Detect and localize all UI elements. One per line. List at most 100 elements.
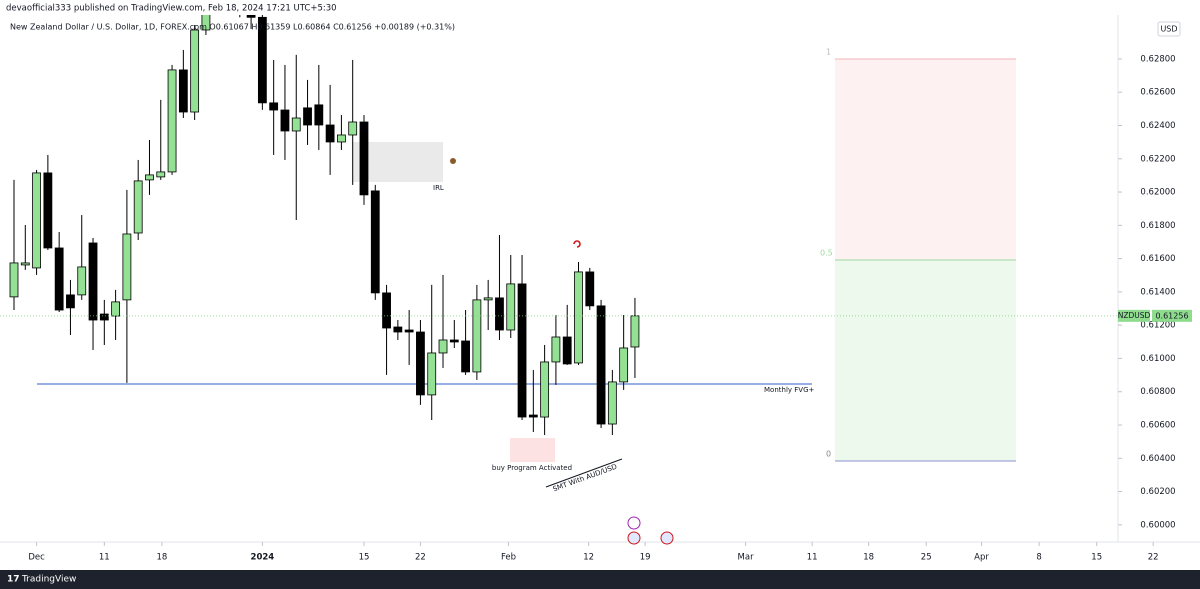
buy-box [510, 438, 555, 462]
candle-body [77, 266, 87, 296]
candle-body [630, 315, 640, 348]
candle-body [156, 171, 166, 178]
candle-body [257, 16, 267, 104]
candle-body [596, 305, 606, 425]
x-tick-label: Mar [738, 553, 755, 563]
candle-body [359, 121, 369, 196]
x-tick-label: 22 [415, 553, 426, 563]
candle-body [506, 283, 516, 331]
candle-body [122, 233, 132, 301]
x-tick-label: Apr [974, 553, 989, 563]
x-tick-label: 8 [1036, 553, 1041, 563]
event-icon [627, 516, 641, 530]
candle-body [99, 313, 109, 321]
footer-brand: TradingView [21, 575, 76, 585]
y-tick-label: 0.61200 [1140, 321, 1175, 331]
icon [573, 240, 581, 248]
x-tick-label: 25 [921, 553, 932, 563]
eye-icon [450, 158, 456, 164]
price-badge [1152, 309, 1192, 322]
x-tick-label: 18 [863, 553, 874, 563]
candle-body [54, 247, 64, 311]
x-tick-label: 2024 [251, 553, 275, 563]
y-tick-label: 0.61000 [1140, 354, 1175, 364]
fib-label: 1 [826, 48, 831, 57]
annotation: Monthly FVG+ [764, 386, 814, 394]
x-tick-label: 11 [99, 553, 110, 563]
fib-upper-zone [835, 59, 1016, 260]
x-tick-label: 11 [807, 553, 818, 563]
candle-body [585, 271, 595, 307]
candle-body [574, 271, 583, 364]
candle-body [619, 347, 629, 383]
x-tick-label: 12 [583, 553, 594, 563]
candle-body [416, 331, 425, 396]
x-tick-label: Feb [501, 553, 516, 563]
fib-label: 0 [826, 450, 831, 459]
symbol-label: NZDUSD [1118, 311, 1151, 320]
legend: New Zealand Dollar / U.S. Dollar, 1D, FO… [10, 23, 455, 32]
annotation: IRL [433, 184, 444, 192]
flag-icon [627, 531, 641, 545]
candle-body [291, 117, 301, 132]
publisher: devaofficial333 published on TradingView… [6, 4, 337, 14]
x-tick-label: 22 [1148, 553, 1159, 563]
currency-box [1157, 21, 1181, 37]
x-tick-label: 18 [156, 553, 167, 563]
candle-body [370, 190, 380, 294]
candle-body [314, 104, 324, 126]
candle-body [111, 301, 121, 317]
candle-body [246, 15, 256, 18]
logo: 17 [7, 575, 20, 585]
candle-body [427, 352, 437, 396]
currency: USD [1160, 25, 1177, 34]
candle-body [461, 340, 470, 373]
candle-body [66, 294, 75, 309]
candle-body [9, 262, 19, 298]
candle-body [269, 102, 279, 111]
candle-body [88, 242, 98, 321]
y-tick-label: 0.60200 [1140, 487, 1175, 497]
candle-body [280, 109, 290, 132]
candle-body [495, 297, 504, 331]
candle-body [348, 121, 358, 136]
y-tick-label: 0.61400 [1140, 287, 1175, 297]
fib-lower-zone [835, 260, 1016, 461]
candle-body [551, 336, 561, 363]
candle-body [337, 134, 346, 143]
plot-area [9, 15, 640, 435]
candle-body [562, 336, 572, 365]
smt-line [545, 458, 623, 488]
candle-body [483, 297, 493, 301]
candle-body [303, 107, 312, 126]
candle-body [167, 69, 177, 173]
last-price-label: 0.61256 [1155, 311, 1188, 320]
candle-body [190, 29, 200, 113]
y-tick-label: 0.60800 [1140, 387, 1175, 397]
y-tick-label: 0.62200 [1140, 154, 1175, 164]
candle-body [393, 326, 403, 333]
y-tick-label: 0.60400 [1140, 454, 1175, 464]
y-tick-label: 0.62000 [1140, 188, 1175, 198]
symbol-badge [1118, 309, 1150, 322]
y-tick-label: 0.60000 [1140, 520, 1175, 530]
candle-body [145, 174, 154, 181]
y-tick-label: 0.62600 [1140, 88, 1175, 98]
x-tick-label: 15 [1091, 553, 1102, 563]
candle-body [178, 69, 188, 113]
y-tick-label: 0.62400 [1140, 121, 1175, 131]
annotation: buy Program Activated [492, 464, 572, 472]
candle-body [32, 172, 41, 269]
candle-body [20, 262, 30, 266]
y-tick-label: 0.61600 [1140, 254, 1175, 264]
candle-body [404, 329, 414, 333]
y-tick-label: 0.61800 [1140, 221, 1175, 231]
candle-body [607, 381, 617, 425]
x-tick-label: 15 [359, 553, 370, 563]
candle-body [517, 283, 527, 418]
x-tick-label: 19 [640, 553, 651, 563]
footer-bar [0, 570, 1200, 589]
flag-icon [660, 531, 674, 545]
candle-body [438, 339, 448, 354]
